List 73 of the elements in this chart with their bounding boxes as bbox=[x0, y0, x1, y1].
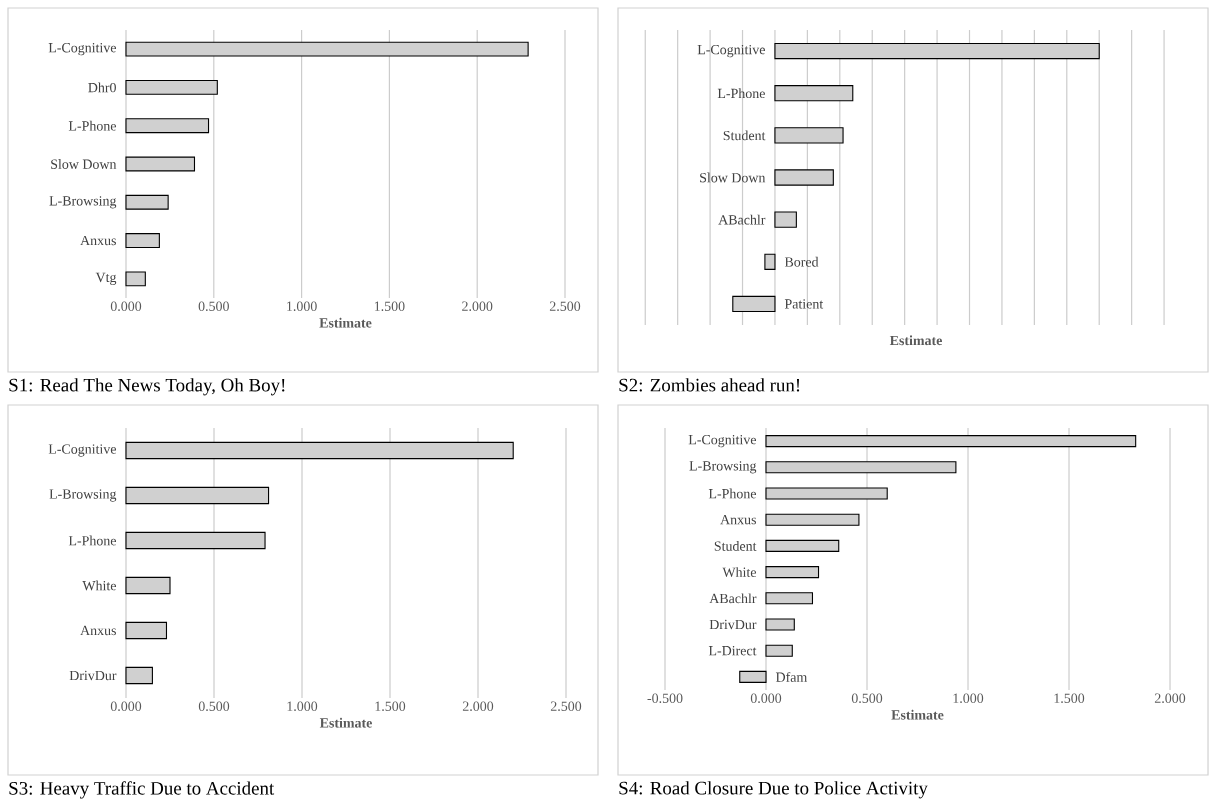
x-tick-label: 1.500 bbox=[374, 301, 405, 311]
x-tick-label: 0.000 bbox=[750, 693, 782, 703]
y-tick-label: Slow Down bbox=[51, 159, 117, 169]
bar bbox=[765, 644, 793, 657]
x-axis-title: Estimate bbox=[319, 317, 372, 328]
x-tick-label: -0.500 bbox=[647, 693, 683, 703]
bar bbox=[774, 85, 854, 102]
y-tick-label: L-Browsing bbox=[49, 196, 117, 209]
y-tick-label: L-Direct bbox=[708, 646, 757, 656]
x-tick-label: 0.500 bbox=[198, 701, 230, 711]
y-tick-label: DrivDur bbox=[709, 619, 757, 630]
x-tick-label: 2.000 bbox=[462, 301, 493, 311]
y-tick-label: ABachlr bbox=[709, 593, 757, 604]
bar bbox=[739, 670, 767, 683]
y-tick-label: Bored bbox=[784, 256, 819, 267]
y-tick-label: L-Phone bbox=[708, 488, 756, 499]
x-tick-label: 0.000 bbox=[110, 701, 142, 711]
y-tick-label: Slow Down bbox=[700, 172, 766, 183]
x-tick-label: 1.000 bbox=[287, 301, 317, 311]
y-tick-label: Anxus bbox=[80, 235, 116, 246]
x-tick-label: 1.500 bbox=[375, 701, 406, 711]
y-tick-label: Dhr0 bbox=[88, 82, 116, 93]
y-tick-label: Vtg bbox=[95, 272, 117, 285]
x-tick-label: 2.500 bbox=[549, 301, 581, 311]
y-tick-label: Student bbox=[723, 130, 766, 141]
y-tick-label: DrivDur bbox=[69, 670, 117, 681]
x-tick-label: 1.000 bbox=[953, 693, 984, 703]
bar bbox=[764, 253, 776, 270]
x-tick-label: 0.500 bbox=[198, 301, 229, 311]
bar bbox=[765, 566, 820, 579]
bar bbox=[774, 42, 1100, 60]
bar bbox=[732, 295, 776, 313]
y-tick-label: L-Phone bbox=[717, 88, 765, 99]
bar bbox=[765, 539, 840, 552]
x-tick-label: 0.000 bbox=[110, 301, 142, 311]
x-tick-label: 2.500 bbox=[550, 701, 582, 711]
text: S1: Read The News Today, Oh Boy! bbox=[9, 378, 285, 396]
y-tick-label: L-Browsing bbox=[49, 489, 117, 502]
x-axis-title: Estimate bbox=[319, 717, 372, 728]
y-tick-label: ABachlr bbox=[718, 214, 766, 225]
x-tick-label: 2.000 bbox=[462, 701, 494, 711]
x-tick-label: 1.500 bbox=[1054, 693, 1085, 703]
bar bbox=[765, 487, 888, 500]
y-tick-label: White bbox=[82, 580, 116, 591]
bar bbox=[774, 127, 844, 144]
y-tick-label: L-Cognitive bbox=[48, 444, 116, 457]
y-tick-label: White bbox=[722, 567, 757, 578]
bar bbox=[765, 461, 957, 474]
text: S4: Road Closure Due to Police Activity bbox=[619, 781, 928, 799]
y-tick-label: L-Cognitive bbox=[697, 44, 765, 58]
x-tick-label: 0.500 bbox=[851, 693, 883, 703]
y-tick-label: L-Phone bbox=[68, 535, 116, 546]
bar bbox=[765, 592, 814, 605]
y-tick-label: Anxus bbox=[720, 515, 756, 525]
y-tick-label: L-Cognitive bbox=[688, 434, 757, 448]
bar bbox=[765, 513, 860, 526]
y-tick-label: L-Browsing bbox=[689, 461, 757, 474]
y-tick-label: Anxus bbox=[80, 625, 116, 636]
y-tick-label: Student bbox=[714, 540, 757, 551]
text: S2: Zombies ahead run! bbox=[619, 378, 800, 392]
y-tick-label: L-Cognitive bbox=[48, 43, 116, 56]
x-axis-title: Estimate bbox=[891, 709, 944, 720]
bar bbox=[774, 169, 834, 186]
bar bbox=[765, 618, 795, 631]
y-tick-label: Patient bbox=[784, 299, 824, 309]
y-tick-label: Dfam bbox=[775, 671, 808, 682]
x-tick-label: 1.000 bbox=[287, 701, 318, 711]
y-tick-label: L-Phone bbox=[68, 120, 116, 131]
x-axis-title: Estimate bbox=[889, 335, 942, 346]
bar bbox=[774, 211, 797, 228]
text: S3: Heavy Traffic Due to Accident bbox=[9, 781, 275, 799]
bar bbox=[765, 435, 1137, 448]
x-tick-label: 2.000 bbox=[1154, 693, 1186, 703]
